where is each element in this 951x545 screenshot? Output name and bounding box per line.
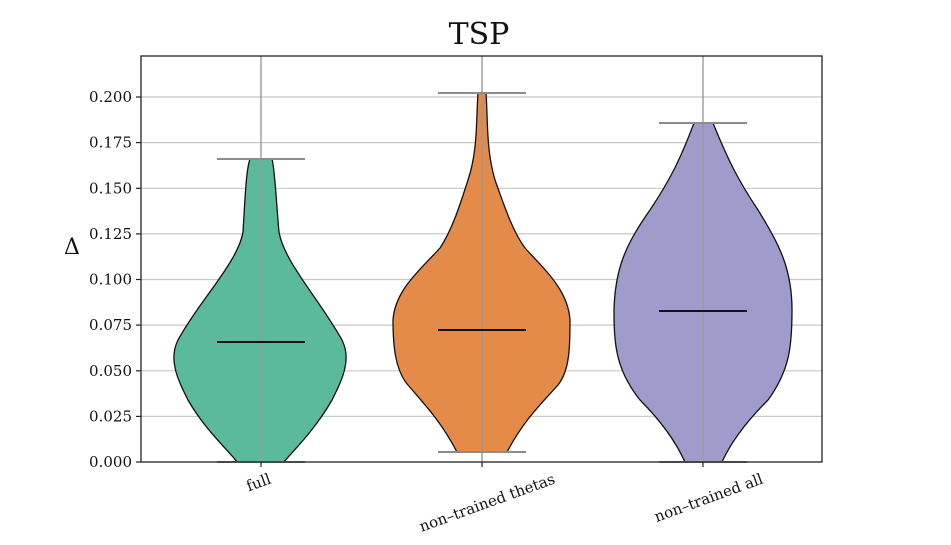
- y-tick-label: 0.150: [89, 179, 132, 197]
- y-ticks: [136, 96, 141, 463]
- x-tick-label-non-trained-thetas: non–trained thetas: [417, 470, 557, 536]
- chart-title: TSP: [449, 17, 510, 52]
- y-tick-label: 0.100: [89, 271, 132, 289]
- y-tick-label: 0.050: [89, 362, 132, 380]
- x-ticks: [260, 462, 704, 467]
- y-tick-labels: 0.000 0.025 0.050 0.075 0.100 0.125 0.15…: [89, 88, 132, 471]
- x-tick-label-full: full: [244, 470, 274, 495]
- y-tick-label: 0.025: [89, 407, 132, 425]
- x-tick-labels: full non–trained thetas non–trained all: [244, 470, 766, 536]
- y-tick-label: 0.175: [89, 134, 132, 152]
- y-tick-label: 0.200: [89, 88, 132, 106]
- violin-full: [173, 158, 347, 463]
- y-axis-label: Δ: [64, 235, 80, 260]
- x-tick-label-non-trained-all: non–trained all: [652, 470, 766, 526]
- y-tick-label: 0.000: [89, 453, 132, 471]
- y-tick-label: 0.075: [89, 316, 132, 334]
- y-tick-label: 0.125: [89, 225, 132, 243]
- median-lines: [217, 310, 747, 343]
